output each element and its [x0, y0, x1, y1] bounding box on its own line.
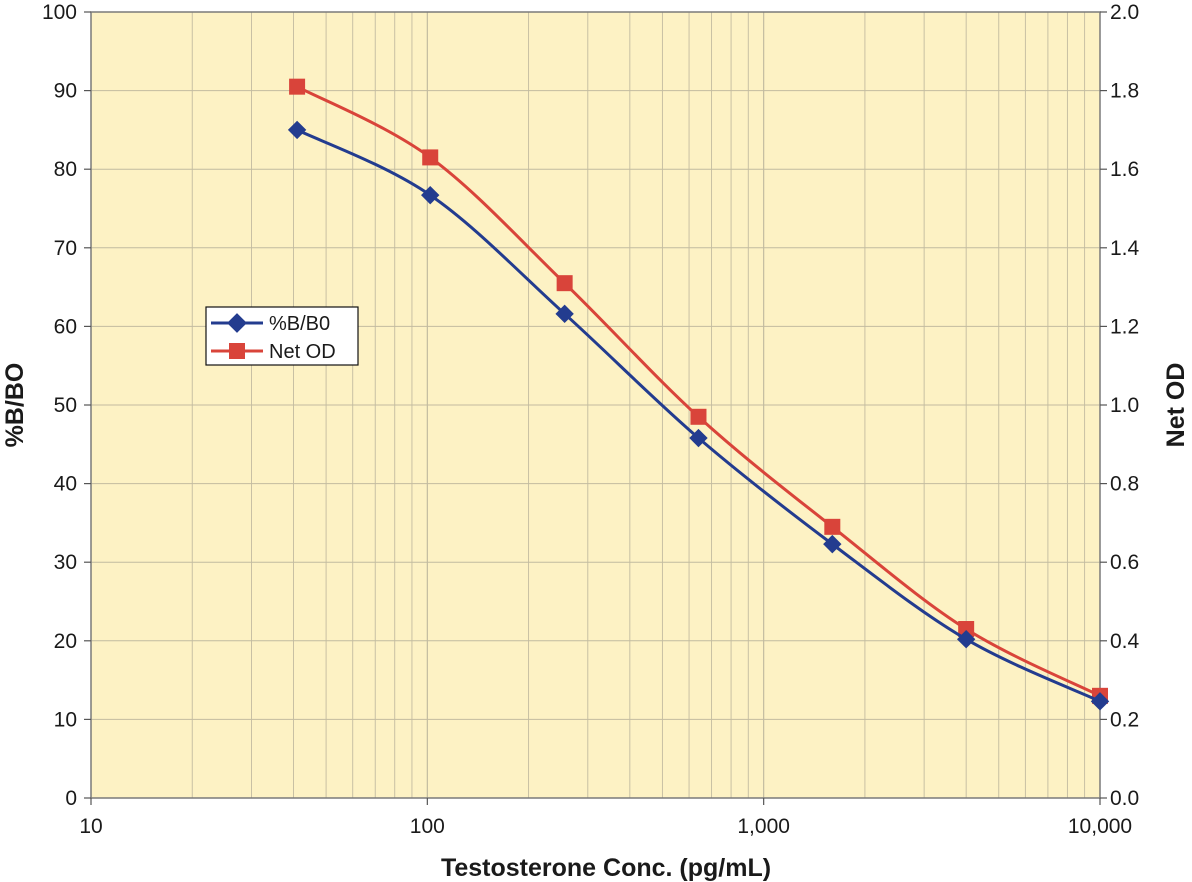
series-1: [287, 120, 1110, 711]
y-tick-label: 80: [54, 158, 77, 181]
legend-marker-series-1: [227, 313, 247, 333]
y2-tick-label: 1.8: [1110, 80, 1139, 103]
y-axis-title: %B/BO: [1, 363, 29, 448]
y-tick-label: 50: [54, 394, 77, 417]
y-tick-label: 30: [54, 551, 77, 574]
y-tick-label: 40: [54, 473, 77, 496]
legend-marker-series-2: [229, 343, 245, 359]
series-1-point: [956, 630, 976, 649]
series-2-point: [289, 78, 306, 95]
y-tick-label: 100: [42, 1, 77, 24]
legend: %B/B0 Net OD: [205, 306, 359, 366]
series-1-point: [1090, 692, 1110, 711]
y2-tick-label: 0.4: [1110, 630, 1140, 653]
y2-tick-label: 1.6: [1110, 158, 1139, 181]
series-2-point: [556, 275, 573, 292]
axis-ticks: 01020304050607080901000.00.20.40.60.81.0…: [42, 1, 1140, 838]
y-tick-label: 70: [54, 237, 77, 260]
y-tick-label: 10: [54, 708, 77, 731]
series-2-point: [958, 621, 975, 638]
y2-tick-label: 0.8: [1110, 473, 1139, 496]
y-tick-label: 60: [54, 315, 77, 338]
series-group: [287, 78, 1110, 711]
x-tick-label: 10,000: [1068, 815, 1132, 838]
legend-label-series-2: Net OD: [269, 341, 336, 363]
series-2-point: [422, 149, 439, 166]
y2-tick-label: 1.2: [1110, 315, 1139, 338]
x-axis-title: Testosterone Conc. (pg/mL): [441, 854, 771, 882]
x-tick-label: 100: [410, 815, 445, 838]
y-tick-label: 0: [65, 787, 77, 810]
y-tick-label: 20: [54, 630, 77, 653]
y2-tick-label: 0.2: [1110, 708, 1139, 731]
series-2-point: [824, 518, 841, 535]
x-tick-label: 10: [79, 815, 102, 838]
y2-tick-label: 1.0: [1110, 394, 1139, 417]
series-1-point: [823, 534, 842, 554]
series-1-point: [689, 428, 708, 448]
y2-axis-title: Net OD: [1162, 363, 1190, 448]
y2-tick-label: 1.4: [1110, 237, 1140, 260]
series-2-point: [690, 408, 707, 425]
y-tick-label: 90: [54, 80, 77, 103]
x-tick-label: 1,000: [737, 815, 790, 838]
grid: [91, 12, 1100, 798]
series-1-point: [555, 304, 574, 324]
series-1-point: [421, 185, 440, 205]
legend-label-series-1: %B/B0: [269, 313, 330, 335]
y2-tick-label: 0.0: [1110, 787, 1139, 810]
y2-tick-label: 2.0: [1110, 1, 1139, 24]
y2-tick-label: 0.6: [1110, 551, 1139, 574]
